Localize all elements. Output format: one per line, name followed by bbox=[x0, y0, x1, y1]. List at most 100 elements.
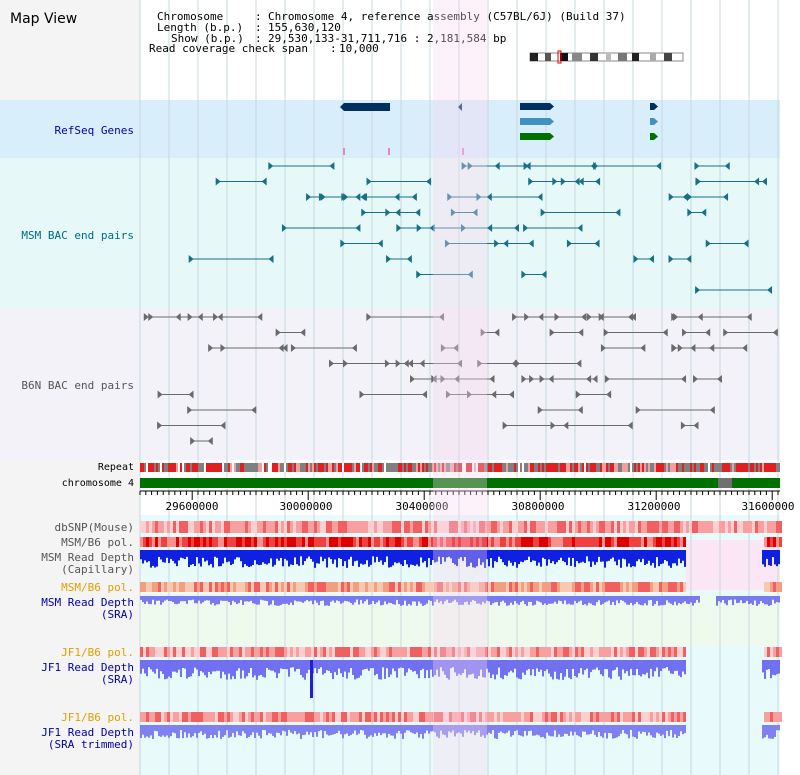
heat-cell bbox=[776, 582, 779, 592]
heat-cell bbox=[452, 521, 455, 533]
depth-bar bbox=[436, 596, 438, 600]
heat-cell bbox=[563, 712, 566, 722]
depth-bar bbox=[216, 660, 218, 671]
heat-cell bbox=[455, 647, 458, 657]
depth-bar bbox=[470, 550, 472, 563]
refseq-gene-track[interactable] bbox=[340, 103, 658, 155]
depth-bar bbox=[716, 596, 718, 606]
label-jf1-b6-pol-2: JF1/B6 pol. bbox=[61, 711, 134, 724]
heat-cell bbox=[578, 712, 581, 722]
depth-bar bbox=[186, 660, 188, 679]
heat-cell bbox=[272, 712, 275, 722]
depth-bar bbox=[338, 596, 340, 602]
heat-cell bbox=[200, 647, 203, 657]
repeat-segment bbox=[566, 463, 568, 472]
heat-cell bbox=[344, 582, 347, 592]
depth-bar bbox=[588, 596, 590, 603]
depth-bar bbox=[146, 550, 148, 563]
ideogram-marker bbox=[557, 50, 562, 64]
bac-end bbox=[502, 421, 508, 430]
heat-cell bbox=[587, 521, 590, 533]
depth-bar bbox=[760, 596, 762, 602]
label-msm-depth-sra: MSM Read Depth bbox=[41, 596, 134, 609]
coverage-tracks[interactable] bbox=[140, 521, 782, 739]
heat-cell bbox=[419, 712, 422, 722]
depth-bar bbox=[650, 660, 652, 669]
depth-bar bbox=[558, 660, 560, 680]
heat-cell bbox=[599, 582, 602, 592]
heat-cell bbox=[467, 537, 470, 547]
b6n-bac-track[interactable] bbox=[143, 313, 778, 445]
repeat-track[interactable] bbox=[140, 463, 780, 472]
depth-bar bbox=[506, 550, 508, 567]
depth-bar bbox=[244, 596, 246, 602]
depth-bar bbox=[564, 660, 566, 677]
heat-cell bbox=[335, 521, 338, 533]
heat-cell bbox=[302, 582, 305, 592]
depth-bar bbox=[346, 596, 348, 602]
depth-bar bbox=[570, 725, 572, 732]
depth-bar bbox=[578, 660, 580, 674]
depth-bar bbox=[638, 660, 640, 676]
repeat-segment bbox=[300, 463, 302, 472]
repeat-segment bbox=[618, 463, 620, 472]
depth-bar bbox=[250, 725, 252, 736]
heat-cell bbox=[497, 647, 500, 657]
heat-cell bbox=[404, 537, 407, 547]
repeat-segment bbox=[258, 463, 260, 472]
chromosome-bar[interactable] bbox=[140, 478, 780, 488]
depth-bar bbox=[610, 550, 612, 559]
heat-cell bbox=[290, 582, 293, 592]
depth-bar bbox=[268, 550, 270, 564]
depth-bar bbox=[200, 550, 202, 567]
depth-bar bbox=[200, 660, 202, 672]
depth-bar bbox=[654, 660, 656, 672]
selection-highlight[interactable] bbox=[433, 0, 487, 775]
depth-bar bbox=[584, 660, 586, 671]
heat-cell bbox=[752, 521, 755, 533]
heat-cell bbox=[773, 582, 776, 592]
depth-bar bbox=[726, 596, 728, 606]
heat-cell bbox=[299, 582, 302, 592]
msm-bac-track[interactable] bbox=[188, 162, 773, 294]
heat-cell bbox=[773, 537, 776, 547]
heat-cell bbox=[236, 582, 239, 592]
repeat-segment bbox=[192, 463, 194, 472]
heat-cell bbox=[326, 537, 329, 547]
repeat-segment bbox=[534, 463, 536, 472]
repeat-segment bbox=[170, 463, 172, 472]
heat-cell bbox=[635, 582, 638, 592]
heat-cell bbox=[203, 521, 206, 533]
depth-bar bbox=[334, 596, 336, 603]
depth-bar bbox=[404, 596, 406, 601]
heat-cell bbox=[191, 712, 194, 722]
depth-bar bbox=[586, 660, 588, 669]
depth-bar bbox=[642, 596, 644, 606]
heat-cell bbox=[395, 582, 398, 592]
depth-bar bbox=[304, 660, 306, 680]
repeat-segment bbox=[568, 463, 570, 472]
heat-cell bbox=[308, 647, 311, 657]
depth-bar bbox=[752, 596, 754, 606]
heat-cell bbox=[437, 712, 440, 722]
heat-cell bbox=[227, 537, 230, 547]
depth-bar bbox=[566, 596, 568, 605]
heat-cell bbox=[473, 712, 476, 722]
heat-cell bbox=[671, 582, 674, 592]
depth-bar bbox=[490, 596, 492, 606]
heat-cell bbox=[569, 712, 572, 722]
depth-bar bbox=[296, 660, 298, 670]
depth-bar bbox=[678, 550, 680, 559]
depth-bar bbox=[524, 725, 526, 731]
label-jf1-sra: (SRA) bbox=[101, 673, 134, 686]
heat-cell bbox=[230, 647, 233, 657]
heat-cell bbox=[440, 537, 443, 547]
depth-bar bbox=[554, 550, 556, 565]
chromosome-ideogram[interactable] bbox=[529, 50, 684, 64]
heat-cell bbox=[452, 582, 455, 592]
tick-label: 31200000 bbox=[628, 500, 681, 513]
depth-bar bbox=[676, 550, 678, 566]
repeat-segment bbox=[204, 463, 206, 472]
bac-end bbox=[416, 270, 422, 279]
